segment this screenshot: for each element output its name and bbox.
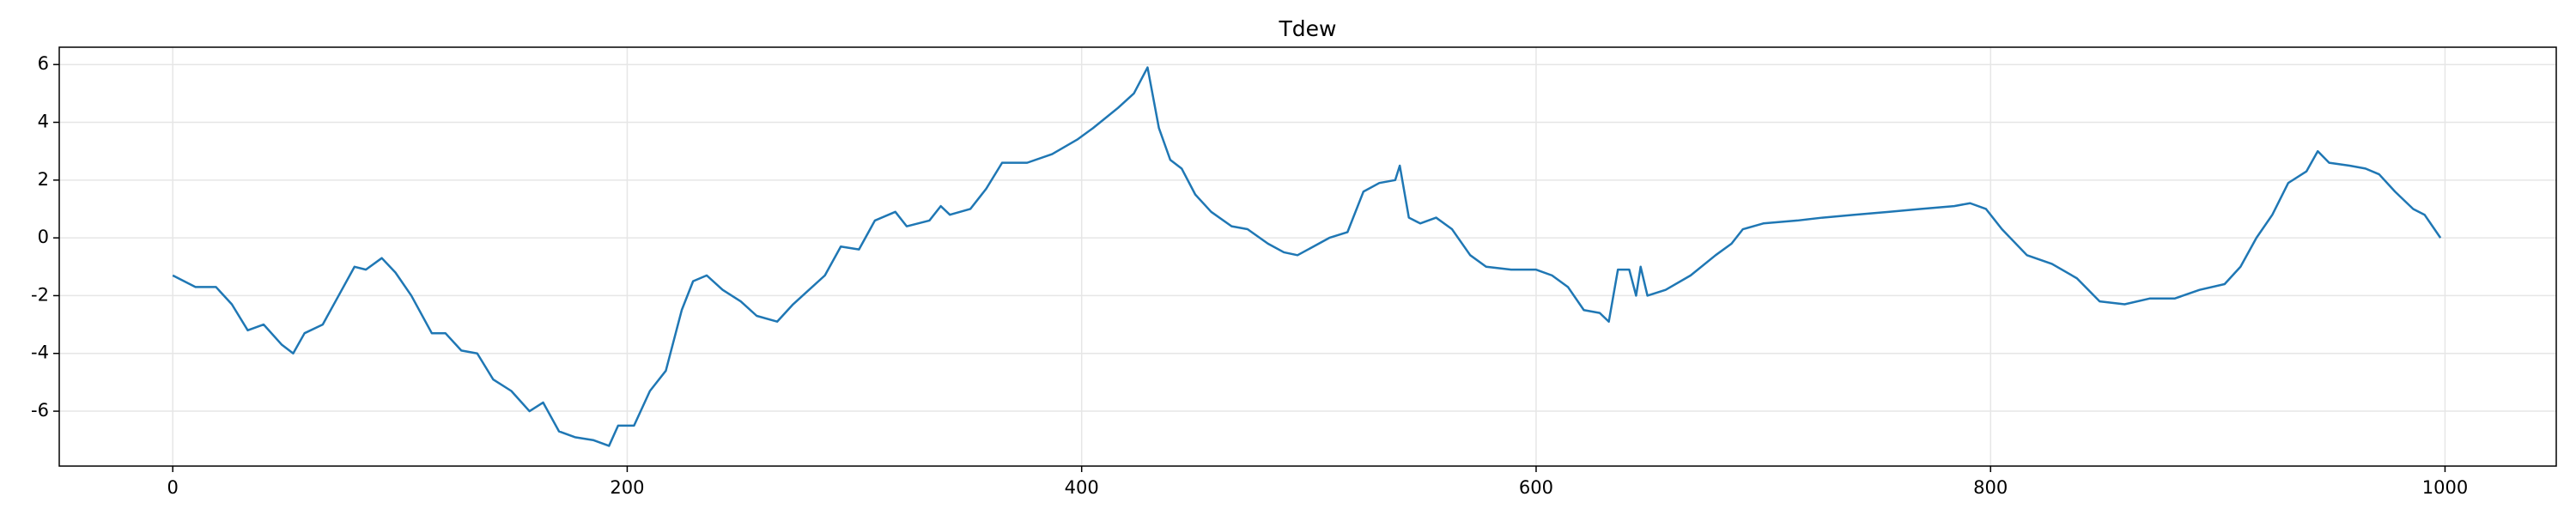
x-tick-label: 200 — [610, 477, 644, 498]
x-tick-label: 0 — [167, 477, 178, 498]
x-tick-label: 600 — [1519, 477, 1553, 498]
data-line — [172, 66, 2442, 447]
y-tick-label: -4 — [31, 342, 49, 363]
y-tick-label: 0 — [38, 227, 49, 247]
x-tick-label: 1000 — [2422, 477, 2468, 498]
y-tick-label: 4 — [38, 112, 49, 132]
y-tick-label: 6 — [38, 53, 49, 74]
chart-title: Tdew — [1279, 16, 1337, 41]
x-tick-label: 800 — [1973, 477, 2008, 498]
x-tick-label: 400 — [1065, 477, 1099, 498]
plot-frame — [58, 46, 2557, 467]
y-tick-label: -6 — [31, 400, 49, 421]
y-tick-label: -2 — [31, 284, 49, 305]
y-tick-label: 2 — [38, 169, 49, 190]
